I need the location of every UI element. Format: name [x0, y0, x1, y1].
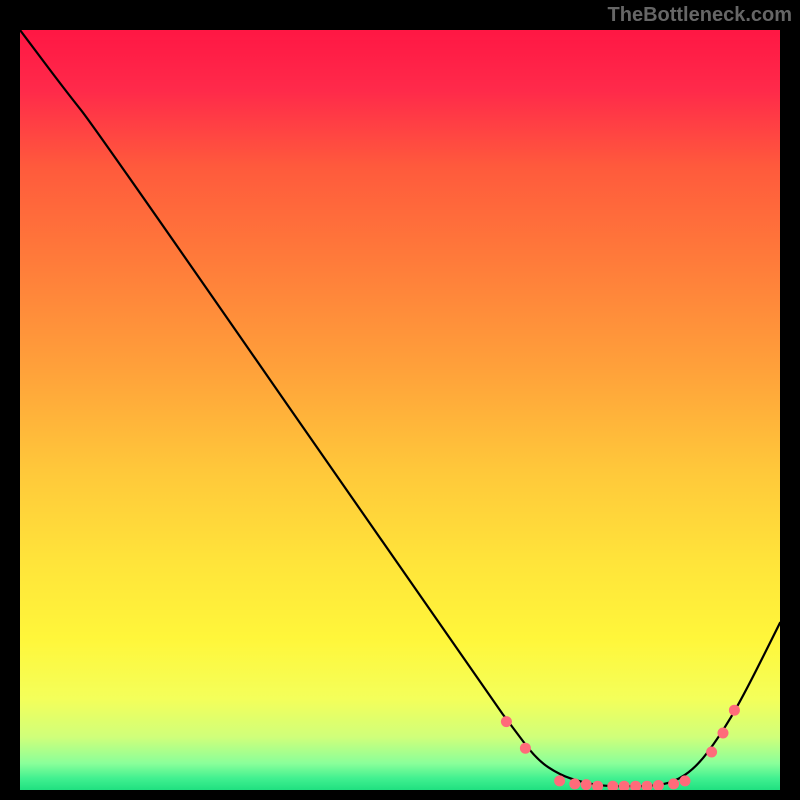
data-marker	[718, 728, 729, 739]
data-marker	[668, 778, 679, 789]
data-marker	[581, 779, 592, 790]
chart-svg	[20, 30, 780, 790]
data-marker	[501, 716, 512, 727]
plot-area	[20, 30, 780, 790]
data-marker	[706, 747, 717, 758]
data-marker	[680, 775, 691, 786]
chart-background	[20, 30, 780, 790]
watermark-text: TheBottleneck.com	[608, 4, 792, 27]
data-marker	[520, 743, 531, 754]
data-marker	[569, 778, 580, 789]
data-marker	[554, 775, 565, 786]
chart-container: TheBottleneck.com	[0, 0, 800, 800]
data-marker	[729, 705, 740, 716]
